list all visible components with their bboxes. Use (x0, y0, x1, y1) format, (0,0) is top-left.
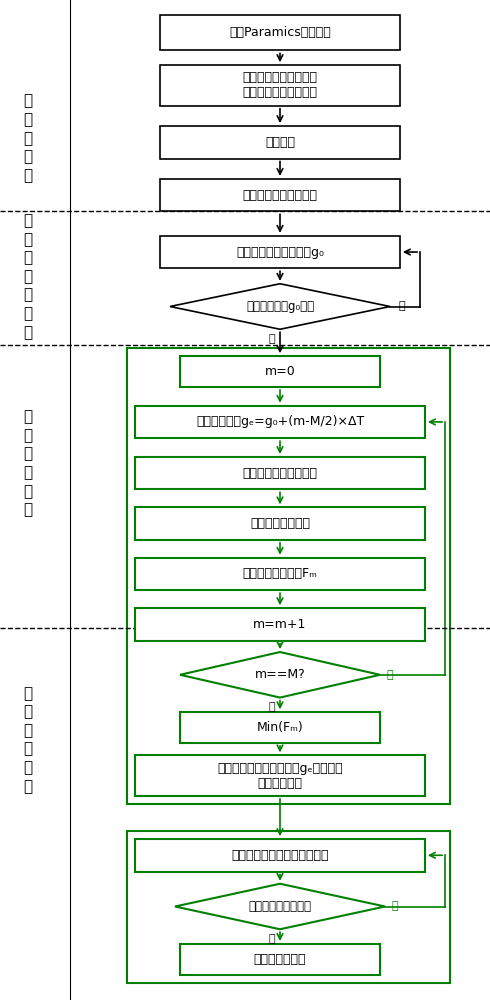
Text: 是: 是 (269, 702, 275, 712)
Text: 建立Paramics仿真路网: 建立Paramics仿真路网 (229, 26, 331, 39)
Text: 车
辆
速
度
优
化: 车 辆 速 度 优 化 (24, 686, 32, 794)
Text: m==M?: m==M? (255, 668, 305, 681)
FancyBboxPatch shape (135, 457, 425, 489)
FancyBboxPatch shape (160, 236, 400, 268)
FancyBboxPatch shape (160, 15, 400, 50)
Text: m=0: m=0 (265, 365, 295, 378)
Text: 计算信号初始绿灯时间g₀: 计算信号初始绿灯时间g₀ (236, 246, 324, 259)
FancyBboxPatch shape (135, 839, 425, 872)
Text: 计算优化目标函数Fₘ: 计算优化目标函数Fₘ (243, 567, 318, 580)
Text: 此相位绿灯时间结束: 此相位绿灯时间结束 (248, 900, 312, 913)
Polygon shape (170, 284, 390, 329)
Text: 仿真标定（仿真粒度、
仿真时长、交通流量）: 仿真标定（仿真粒度、 仿真时长、交通流量） (243, 71, 318, 99)
Text: Min(Fₘ): Min(Fₘ) (257, 721, 303, 734)
FancyBboxPatch shape (160, 126, 400, 159)
Text: 否: 否 (398, 302, 405, 312)
Text: 切换至下一相位: 切换至下一相位 (254, 953, 306, 966)
Text: 否: 否 (391, 902, 397, 912)
FancyBboxPatch shape (160, 65, 400, 106)
Text: 信
号
控
制
初
始
化: 信 号 控 制 初 始 化 (24, 213, 32, 340)
Text: 否: 否 (386, 670, 392, 680)
Text: 确定对应的优化绿灯时间gₑ及对应的
速度优化策略: 确定对应的优化绿灯时间gₑ及对应的 速度优化策略 (217, 762, 343, 790)
FancyBboxPatch shape (135, 608, 425, 641)
Text: 是: 是 (269, 934, 275, 944)
Polygon shape (180, 652, 380, 698)
Text: 仿真运行: 仿真运行 (265, 136, 295, 149)
Text: 获取车辆实时运行数据: 获取车辆实时运行数据 (243, 467, 318, 480)
FancyBboxPatch shape (160, 179, 400, 211)
Text: 优化绿灯时间gₑ=g₀+(m-M/2)×ΔT: 优化绿灯时间gₑ=g₀+(m-M/2)×ΔT (196, 415, 364, 428)
FancyBboxPatch shape (180, 712, 380, 743)
Text: 仿
真
初
始
化: 仿 真 初 始 化 (24, 94, 32, 183)
Text: 获取车辆实时运行数据: 获取车辆实时运行数据 (243, 189, 318, 202)
Text: 车辆移动授权及速度优化引导: 车辆移动授权及速度优化引导 (231, 849, 329, 862)
Text: 车辆速度优化计算: 车辆速度优化计算 (250, 517, 310, 530)
FancyBboxPatch shape (135, 507, 425, 540)
Polygon shape (175, 884, 385, 929)
Text: m=m+1: m=m+1 (253, 618, 307, 631)
FancyBboxPatch shape (135, 755, 425, 796)
FancyBboxPatch shape (135, 406, 425, 438)
Text: 信
号
控
制
优
化: 信 号 控 制 优 化 (24, 409, 32, 517)
Text: 初始绿灯时间g₀结束: 初始绿灯时间g₀结束 (246, 300, 314, 313)
FancyBboxPatch shape (180, 356, 380, 387)
Text: 是: 是 (269, 334, 275, 344)
FancyBboxPatch shape (180, 944, 380, 975)
FancyBboxPatch shape (135, 558, 425, 590)
